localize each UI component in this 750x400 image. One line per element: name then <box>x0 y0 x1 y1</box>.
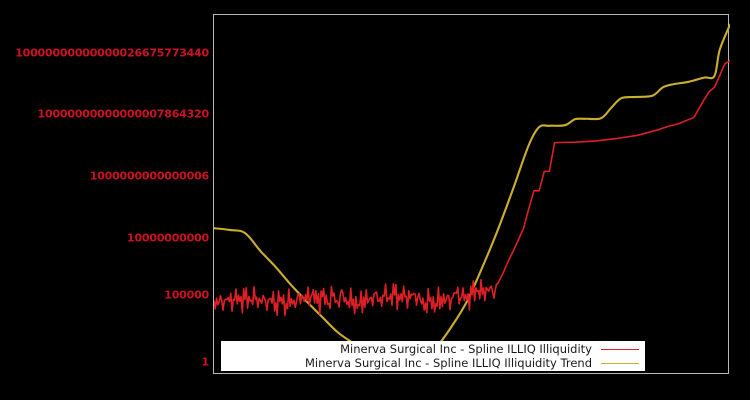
legend-entry-label: Minerva Surgical Inc - Spline ILLIQ Illi… <box>340 342 592 356</box>
line-series-illiquidity <box>214 59 730 317</box>
legend-entry-label: Minerva Surgical Inc - Spline ILLIQ Illi… <box>304 356 592 370</box>
legend-entry: Minerva Surgical Inc - Spline ILLIQ Illi… <box>221 342 645 356</box>
legend-color-swatch-illiquidity <box>601 348 639 350</box>
series-trend-group <box>214 23 730 365</box>
y-axis-tick-label: 10000000000 <box>127 231 209 245</box>
line-series-trend <box>214 23 730 365</box>
y-axis-tick-label: 1000000000000006 <box>89 169 209 183</box>
y-axis-tick-label: 10000000000000026675773440 <box>15 46 209 60</box>
y-axis-tick-label: 1 <box>201 355 210 369</box>
chart-canvas <box>214 23 730 365</box>
y-axis-tick-labels: 10000000000000026675773440 1000000000000… <box>0 0 209 400</box>
plot-area <box>213 14 730 374</box>
series-illiquidity-group <box>214 59 730 317</box>
y-axis-tick-label: 10000000000000007864320 <box>37 107 210 121</box>
chart-legend: Minerva Surgical Inc - Spline ILLIQ Illi… <box>221 341 645 371</box>
legend-entry: Minerva Surgical Inc - Spline ILLIQ Illi… <box>221 356 645 370</box>
y-axis-tick-label: 100000 <box>164 288 209 302</box>
legend-color-swatch-trend <box>601 362 639 364</box>
